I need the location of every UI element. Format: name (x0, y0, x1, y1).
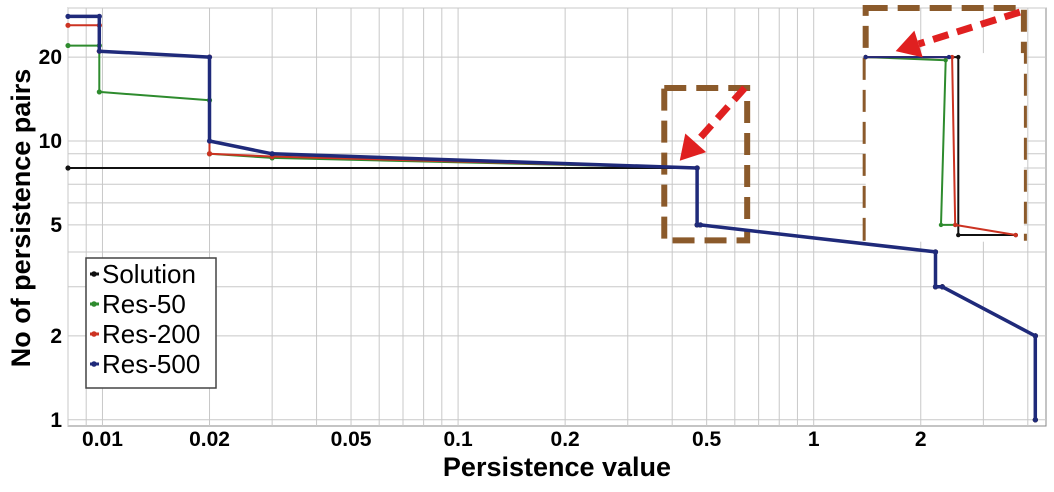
highlight-box (661, 84, 751, 244)
inset-point-solution (956, 232, 961, 238)
y-tick-label: 1 (50, 409, 62, 432)
arrow-head (895, 30, 923, 58)
data-point-res-50 (65, 42, 71, 49)
legend-marker-res-500 (91, 361, 97, 367)
legend-label-res-500: Res-500 (102, 349, 200, 379)
data-point-solution (65, 165, 71, 171)
y-tick-label: 5 (50, 214, 62, 237)
x-tick-label: 2 (915, 428, 927, 451)
x-tick-label: 0.5 (692, 428, 722, 451)
x-tick-label: 0.05 (331, 428, 372, 451)
x-tick-label: 0.02 (189, 428, 230, 451)
data-point-res-500 (206, 138, 213, 144)
data-point-res-500 (694, 165, 700, 171)
data-point-res-500 (65, 13, 71, 19)
inset-point-res-500 (946, 54, 952, 60)
legend-marker-res-50 (91, 301, 97, 307)
y-tick-label: 2 (50, 325, 62, 348)
dashed-arrow-shaft (917, 8, 1021, 48)
inset-point-res-500 (863, 54, 868, 60)
y-axis-title: No of persistence pairs (6, 69, 36, 368)
x-tick-label: 1 (808, 428, 820, 451)
inset-point-res-50 (943, 57, 948, 63)
zoom-inset (863, 53, 1024, 242)
arrow-head (679, 133, 707, 161)
inset-point-res-200 (1013, 232, 1018, 238)
data-point-res-500 (697, 222, 703, 228)
data-point-res-500 (932, 284, 939, 290)
inset-point-res-50 (938, 222, 944, 228)
y-tick-labels: 1 2 5 10 20 (39, 46, 63, 432)
x-tick-label: 0.1 (443, 428, 473, 451)
data-point-res-500 (932, 249, 939, 255)
data-point-res-500 (1032, 417, 1038, 423)
data-point-res-500 (96, 48, 102, 54)
y-tick-label: 10 (39, 130, 62, 153)
inset-point-res-200 (953, 222, 958, 228)
data-point-res-500 (206, 54, 213, 60)
x-axis-title: Persistence value (443, 452, 671, 482)
highlight-arrows (679, 8, 1021, 161)
dashed-arrow-shaft (693, 85, 748, 146)
inset-point-solution (956, 54, 961, 60)
data-point-res-200 (206, 151, 213, 157)
x-tick-label: 0.01 (82, 428, 123, 451)
x-tick-label: 0.2 (551, 428, 580, 451)
data-point-res-500 (269, 151, 275, 157)
data-point-res-200 (65, 22, 71, 28)
data-point-res-50 (96, 89, 102, 95)
series-lines (65, 13, 1038, 423)
legend-label-res-50: Res-50 (102, 289, 186, 319)
data-point-res-500 (939, 284, 945, 290)
data-point-res-500 (96, 13, 102, 19)
x-tick-labels: 0.01 0.02 0.05 0.1 0.2 0.5 1 2 (82, 428, 927, 451)
data-point-res-500 (1032, 333, 1038, 339)
inset-point-res-200 (949, 54, 955, 60)
legend-label-solution: Solution (102, 259, 196, 289)
inset-line-res-50 (865, 56, 956, 226)
legend-label-res-200: Res-200 (102, 319, 200, 349)
legend-marker-solution (91, 271, 97, 277)
legend-marker-res-200 (91, 331, 97, 337)
y-tick-label: 20 (39, 46, 62, 69)
legend-box (85, 257, 217, 389)
grid (67, 7, 1046, 426)
